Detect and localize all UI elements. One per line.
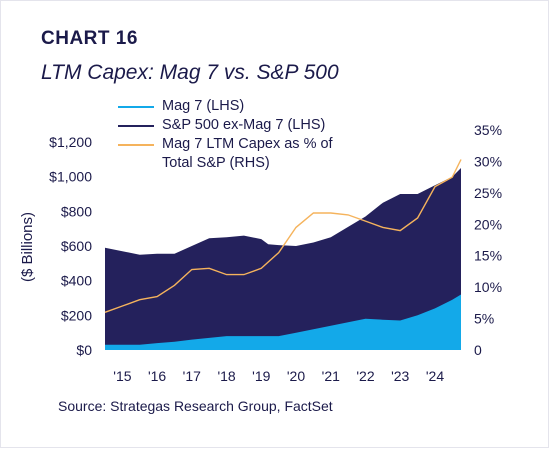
series-area-sp500-ex-mag7 (105, 168, 461, 350)
x-axis-ticks: '15 '16 '17 '18 '19 '20 '21 '22 '23 '24 (113, 368, 444, 384)
legend-swatch-sp500 (118, 125, 154, 127)
legend-label-mag7: Mag 7 (LHS) (162, 98, 245, 114)
x-tick-label: '22 (356, 368, 374, 384)
y-axis-label: ($ Billions) (19, 212, 36, 282)
y-tick-label: $200 (61, 307, 92, 323)
legend-label-pct: Mag 7 LTM Capex as % of Total S&P (RHS) (162, 136, 333, 171)
x-tick-label: '21 (322, 368, 340, 384)
y2-tick-label: 15% (474, 248, 502, 264)
chart-title: LTM Capex: Mag 7 vs. S&P 500 (41, 61, 339, 84)
chart-number: CHART 16 (41, 28, 138, 49)
y-tick-label: $600 (61, 238, 92, 254)
y2-tick-label: 35% (474, 122, 502, 138)
y2-tick-label: 5% (474, 311, 494, 327)
legend-item-pct: Mag 7 LTM Capex as % of Total S&P (RHS) (118, 135, 362, 173)
y2-tick-label: 30% (474, 153, 502, 169)
x-tick-label: '18 (217, 368, 235, 384)
y-axis-left-ticks: $0 $200 $400 $600 $800 $1,000 $1,200 (49, 134, 92, 358)
y-tick-label: $400 (61, 273, 92, 289)
legend-item-sp500: S&P 500 ex-Mag 7 (LHS) (118, 116, 362, 135)
x-tick-label: '20 (287, 368, 305, 384)
series-line-mag7-pct (104, 159, 462, 313)
x-tick-label: '17 (183, 368, 201, 384)
source-note: Source: Strategas Research Group, FactSe… (58, 398, 333, 414)
legend-swatch-pct (118, 144, 154, 146)
legend-swatch-mag7 (118, 106, 154, 108)
series-area-mag7 (105, 294, 461, 350)
y-tick-label: $1,000 (49, 169, 92, 185)
x-tick-label: '24 (426, 368, 444, 384)
legend-item-mag7: Mag 7 (LHS) (118, 97, 362, 116)
y-tick-label: $1,200 (49, 134, 92, 150)
chart-legend: Mag 7 (LHS) S&P 500 ex-Mag 7 (LHS) Mag 7… (118, 97, 362, 173)
x-tick-label: '15 (113, 368, 131, 384)
y-tick-label: $0 (76, 342, 92, 358)
x-tick-label: '23 (391, 368, 409, 384)
y2-tick-label: 25% (474, 185, 502, 201)
y2-tick-label: 10% (474, 279, 502, 295)
chart-lines (104, 159, 462, 313)
x-tick-label: '19 (252, 368, 270, 384)
x-tick-label: '16 (148, 368, 166, 384)
legend-label-sp500: S&P 500 ex-Mag 7 (LHS) (162, 117, 326, 133)
y2-tick-label: 0 (474, 342, 482, 358)
y-tick-label: $800 (61, 203, 92, 219)
chart-areas (105, 168, 461, 350)
y-axis-right-ticks: 0 5% 10% 15% 20% 25% 30% 35% (474, 122, 502, 358)
y2-tick-label: 20% (474, 216, 502, 232)
